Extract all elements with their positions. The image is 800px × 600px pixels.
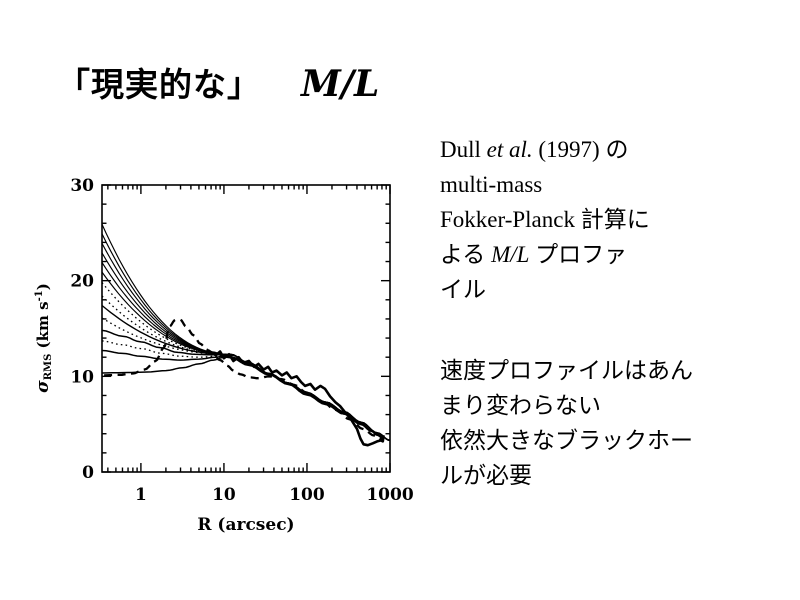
text: まり変わらない xyxy=(440,393,601,418)
text-line: まり変わらない xyxy=(440,388,796,423)
text: multi-mass xyxy=(440,172,543,197)
text-line: ルが必要 xyxy=(440,458,796,493)
y-tick-label: 0 xyxy=(82,463,94,483)
paragraph-fokker-planck: Dull et al. (1997) の multi-mass Fokker-Pla… xyxy=(440,132,796,307)
text: プロファ xyxy=(529,242,628,267)
text-line: イル xyxy=(440,272,796,307)
y-tick-label: 10 xyxy=(70,367,94,387)
y-tick-label: 20 xyxy=(70,272,94,292)
plot-frame xyxy=(101,184,391,473)
text-line: よる M/L プロファ xyxy=(440,237,796,272)
text: 依然大きなブラックホー xyxy=(440,428,693,453)
curve-flat-10.4-curve xyxy=(101,354,391,442)
x-tick-label: 100 xyxy=(289,485,325,505)
y-tick-label: 30 xyxy=(70,176,94,196)
text: 速度プロファイルはあん xyxy=(440,358,693,383)
x-tick-label: 10 xyxy=(212,485,236,505)
italic-text: et al. xyxy=(486,137,533,162)
curve-start-14.8-curve xyxy=(101,329,391,442)
text: Fokker-Planck 計算に xyxy=(440,207,650,232)
text-line: Fokker-Planck 計算に xyxy=(440,202,796,237)
text: ルが必要 xyxy=(440,463,532,488)
slide-title-japanese: 「現実的な」 xyxy=(57,66,261,103)
text: Dull xyxy=(440,137,487,162)
text-line: 依然大きなブラックホー xyxy=(440,423,796,458)
italic-text: M/L xyxy=(491,242,530,267)
text: よる xyxy=(440,242,492,267)
x-tick-label: 1 xyxy=(135,485,147,505)
fan-solid-thin-curve xyxy=(101,243,227,355)
x-axis-label: R (arcsec) xyxy=(197,515,294,535)
text-line: Dull et al. (1997) の xyxy=(440,132,796,167)
smooth-thick-model-curve xyxy=(210,351,384,439)
text: イル xyxy=(440,277,486,302)
dashed-model-curve xyxy=(104,318,385,442)
text-line: 速度プロファイルはあん xyxy=(440,353,796,388)
paragraph-conclusion: 速度プロファイルはあん まり変わらない依然大きなブラックホー ルが必要 xyxy=(440,353,796,493)
velocity-dispersion-plot: 1 10 100 1000 0 10 20 30 R (arcsec) σRMS (km s-1) xyxy=(33,176,414,535)
slide-title-math-ml: M/L xyxy=(301,63,380,105)
fan-solid-mid-curve xyxy=(101,304,227,355)
text: (1997) の xyxy=(532,137,629,162)
right-text-block: Dull et al. (1997) の multi-mass Fokker-Pla… xyxy=(440,132,796,493)
fan-solid-thin-curve xyxy=(101,271,227,355)
text-line: multi-mass xyxy=(440,167,796,202)
x-tick-label: 1000 xyxy=(366,485,413,505)
y-axis-label: σRMS (km s-1) xyxy=(33,283,54,393)
slide-title: 「現実的な」 M/L xyxy=(57,58,379,106)
observed-jagged-curve xyxy=(207,349,385,447)
